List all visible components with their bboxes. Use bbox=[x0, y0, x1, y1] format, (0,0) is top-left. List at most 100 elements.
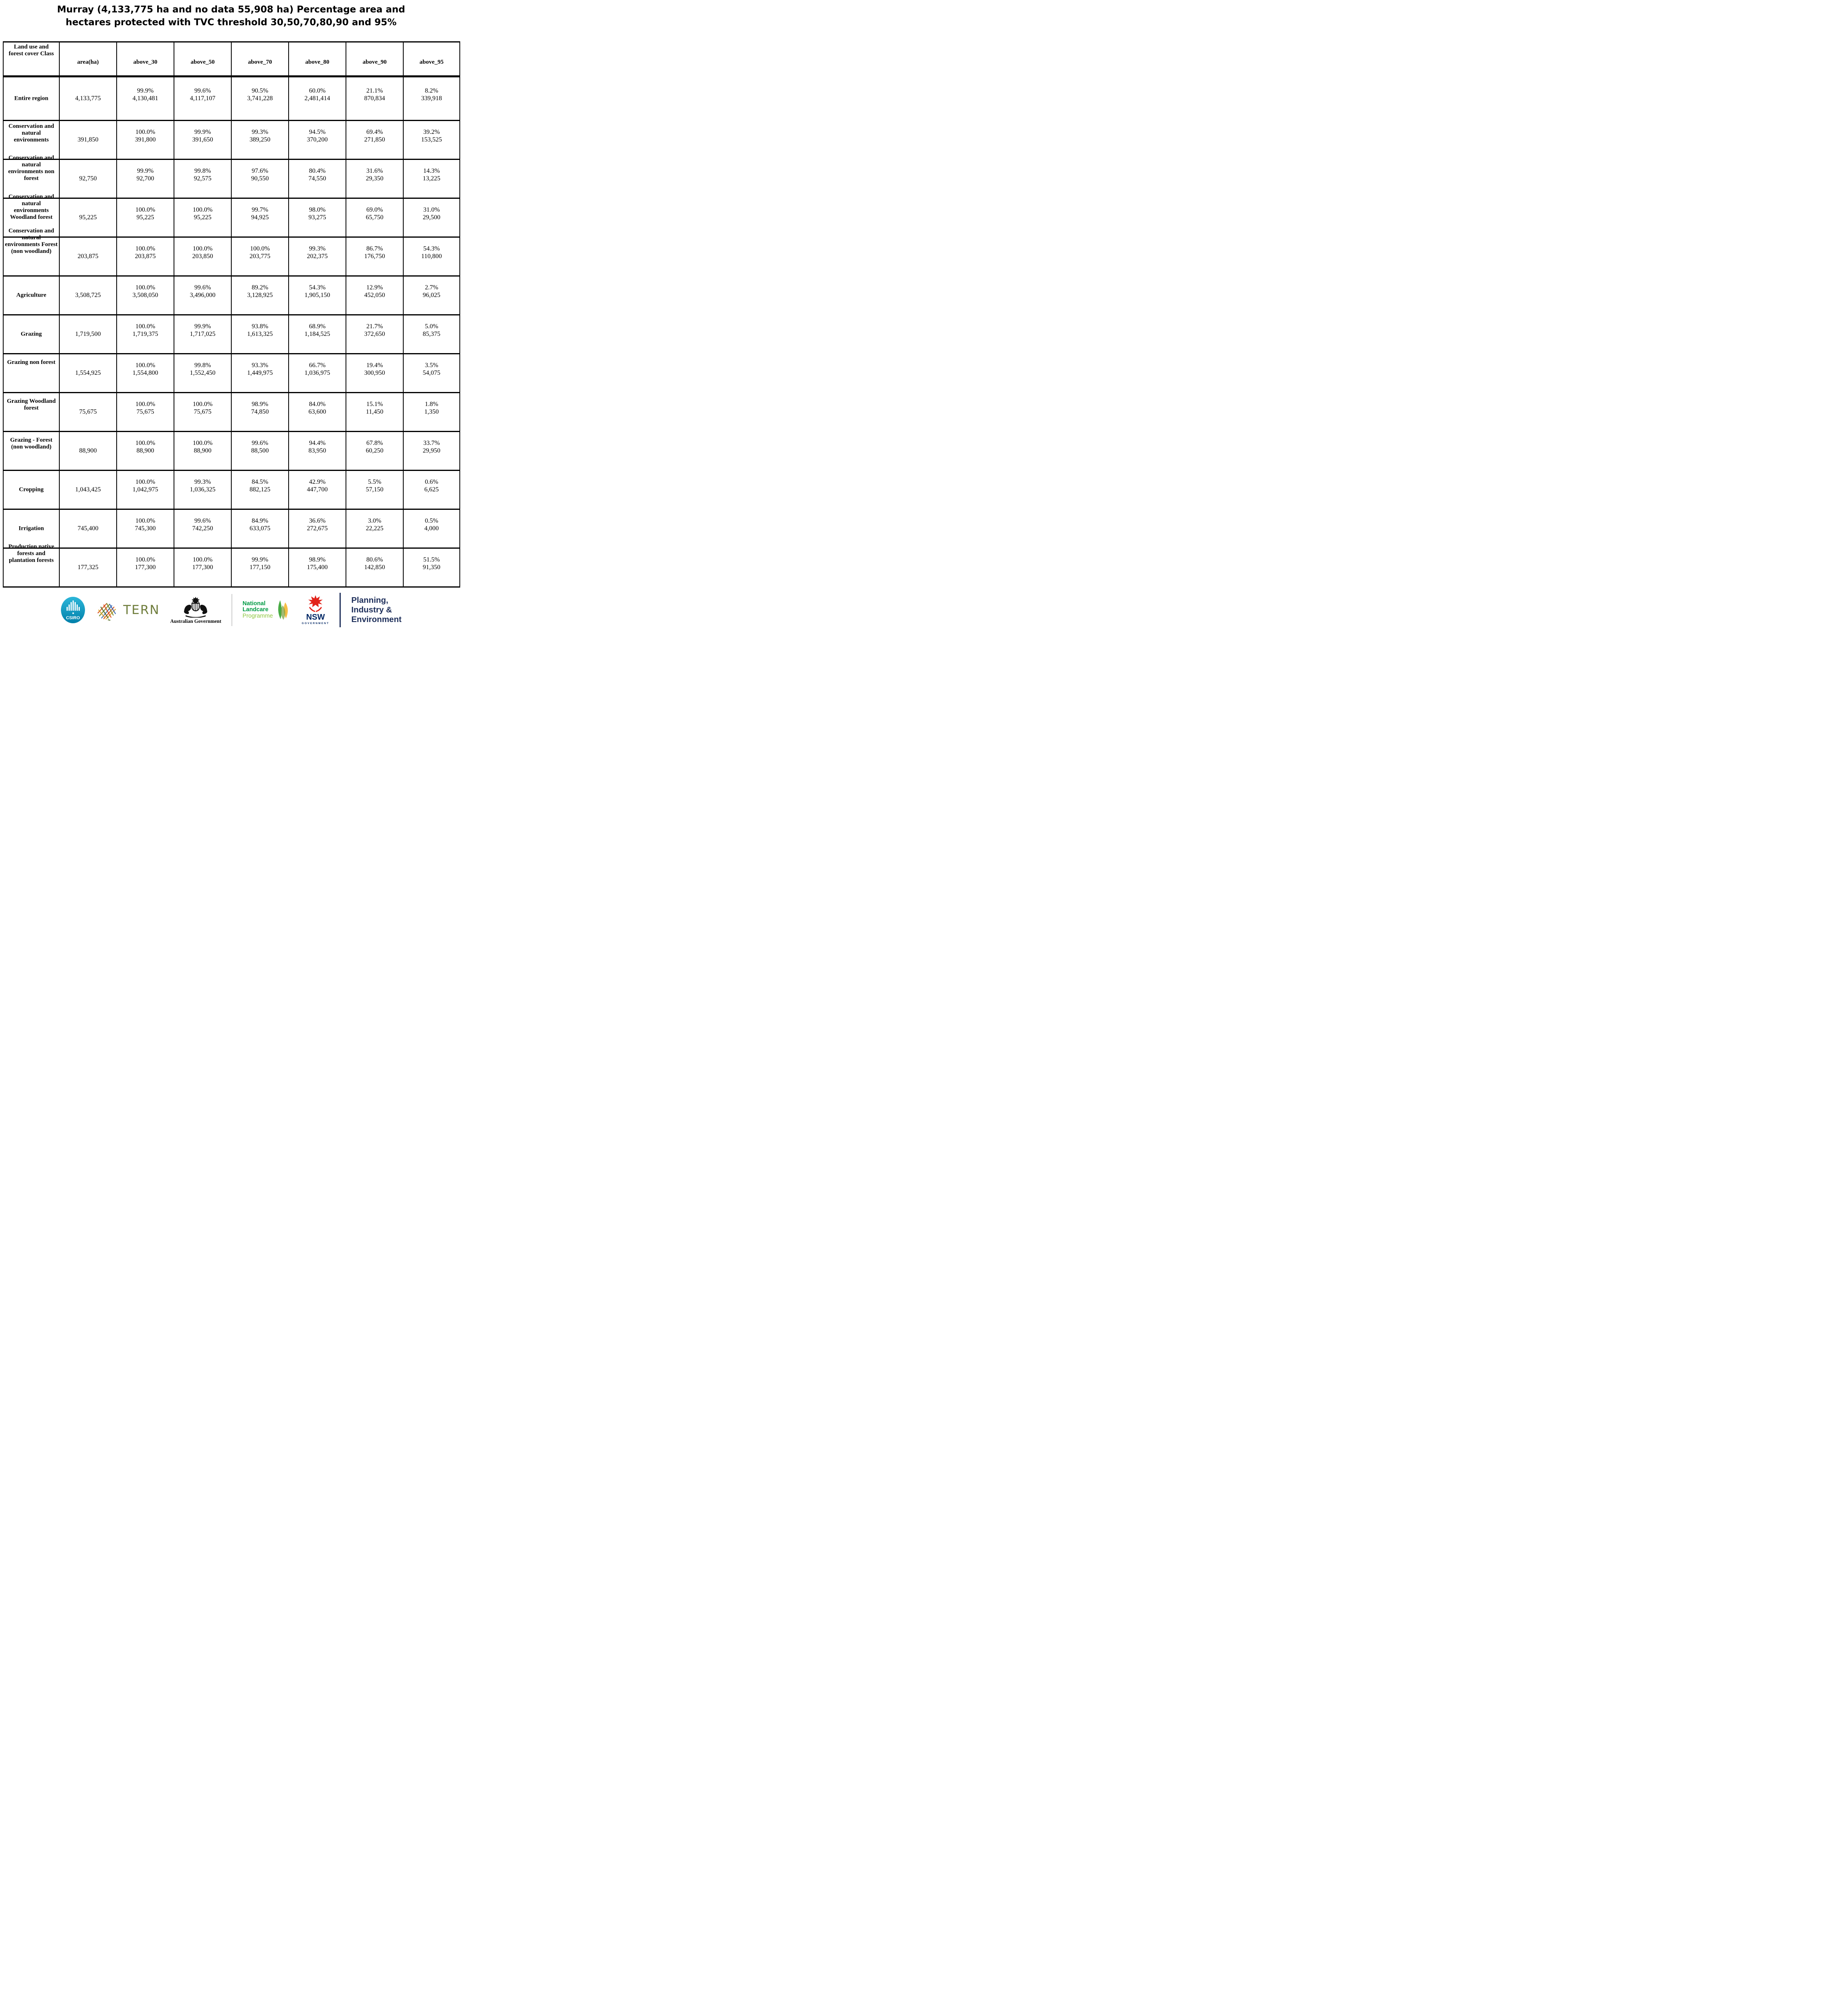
percent-value: 99.7% bbox=[251, 206, 269, 213]
percent-value: 99.6% bbox=[251, 439, 269, 446]
percent-value: 21.1% bbox=[366, 87, 383, 94]
value-block: 99.9% 391,650 bbox=[174, 117, 231, 155]
hectares-value: 22,225 bbox=[366, 525, 384, 532]
value-cell: 0.6% 6,625 bbox=[403, 470, 460, 510]
percent-value: 100.0% bbox=[135, 245, 156, 252]
value-block: 98.0% 93,275 bbox=[289, 195, 346, 232]
value-block: 54.3% 1,905,150 bbox=[289, 273, 346, 310]
value-cell: 99.9% 4,130,481 bbox=[116, 76, 174, 121]
area-cell: 1,043,425 bbox=[59, 470, 117, 510]
australian-government-label: Australian Government bbox=[170, 618, 222, 624]
hectares-value: 153,525 bbox=[421, 136, 442, 143]
value-block: 93.8% 1,613,325 bbox=[232, 311, 288, 349]
hectares-value: 2,481,414 bbox=[304, 95, 330, 102]
hectares-value: 203,875 bbox=[135, 253, 156, 260]
value-cell: 100.0% 391,800 bbox=[116, 120, 174, 160]
value-block: 51.5% 91,350 bbox=[404, 545, 459, 582]
value-cell: 68.9% 1,184,525 bbox=[288, 314, 346, 354]
page-title-line2: hectares protected with TVC threshold 30… bbox=[65, 17, 397, 28]
value-block: 69.4% 271,850 bbox=[346, 117, 403, 155]
value-block: 3.5% 54,075 bbox=[404, 350, 459, 388]
value-block: 84.5% 882,125 bbox=[232, 467, 288, 505]
value-block: 15.1% 11,450 bbox=[346, 389, 403, 427]
value-block: 100.0% 75,675 bbox=[117, 389, 174, 427]
hectares-value: 6,625 bbox=[424, 486, 439, 493]
value-cell: 100.0% 88,900 bbox=[174, 431, 232, 471]
divider bbox=[340, 593, 341, 627]
page-title-line1: Murray (4,133,775 ha and no data 55,908 … bbox=[57, 4, 405, 15]
hectares-value: 1,552,450 bbox=[190, 370, 216, 376]
value-block: 1.8% 1,350 bbox=[404, 389, 459, 427]
hectares-value: 882,125 bbox=[249, 486, 271, 493]
percent-value: 99.3% bbox=[251, 128, 269, 135]
hectares-value: 372,650 bbox=[364, 331, 385, 337]
percent-value: 33.7% bbox=[423, 439, 440, 446]
row-label: Grazing bbox=[20, 331, 42, 337]
value-cell: 0.5% 4,000 bbox=[403, 509, 460, 549]
hectares-value: 75,675 bbox=[136, 408, 154, 415]
percent-value: 19.4% bbox=[366, 362, 383, 369]
row-label-cell: Conservation and natural environments no… bbox=[3, 155, 60, 199]
value-cell: 100.0% 75,675 bbox=[116, 392, 174, 432]
table-row: Production native forests and plantation… bbox=[3, 543, 460, 588]
column-header-above-70: above_70 bbox=[231, 41, 289, 77]
value-block: 80.4% 74,550 bbox=[289, 156, 346, 194]
value-cell: 31.0% 29,500 bbox=[403, 198, 460, 238]
nsw-label: NSW bbox=[306, 613, 325, 622]
area-cell: 203,875 bbox=[59, 236, 117, 277]
value-cell: 100.0% 177,300 bbox=[174, 547, 232, 588]
percent-value: 51.5% bbox=[423, 556, 440, 563]
hectares-value: 175,400 bbox=[307, 564, 328, 571]
value-block: 3.0% 22,225 bbox=[346, 506, 403, 543]
value-cell: 80.4% 74,550 bbox=[288, 159, 346, 199]
row-label: Conservation and natural environments no… bbox=[8, 155, 55, 182]
hectares-value: 4,130,481 bbox=[132, 95, 158, 102]
value-cell: 12.9% 452,050 bbox=[346, 275, 404, 315]
hectares-value: 203,850 bbox=[192, 253, 213, 260]
percent-value: 100.0% bbox=[192, 245, 213, 252]
percent-value: 99.9% bbox=[194, 128, 211, 135]
hectares-value: 391,800 bbox=[135, 136, 156, 143]
percent-value: 54.3% bbox=[309, 284, 326, 291]
value-block: 99.6% 742,250 bbox=[174, 506, 231, 543]
landcare-leaf-icon bbox=[278, 600, 288, 620]
value-cell: 100.0% 95,225 bbox=[174, 198, 232, 238]
table-row: Grazing - Forest (non woodland) 88,900 100… bbox=[3, 431, 460, 471]
value-cell: 80.6% 142,850 bbox=[346, 547, 404, 588]
percent-value: 12.9% bbox=[366, 284, 383, 291]
hectares-value: 1,613,325 bbox=[247, 331, 273, 337]
hectares-value: 3,508,050 bbox=[132, 292, 158, 299]
column-header-above-95: above_95 bbox=[403, 41, 460, 77]
area-cell: 3,508,725 bbox=[59, 275, 117, 315]
row-label: Cropping bbox=[19, 486, 44, 493]
row-label: Conservation and natural environments Fo… bbox=[5, 228, 58, 255]
column-header-above-80: above_80 bbox=[288, 41, 346, 77]
hectares-value: 391,650 bbox=[192, 136, 213, 143]
hectares-value: 3,496,000 bbox=[190, 292, 216, 299]
percent-value: 100.0% bbox=[192, 439, 213, 446]
value-cell: 99.6% 3,496,000 bbox=[174, 275, 232, 315]
percent-value: 0.6% bbox=[425, 478, 439, 485]
value-cell: 69.0% 65,750 bbox=[346, 198, 404, 238]
value-block: 86.7% 176,750 bbox=[346, 234, 403, 271]
hectares-value: 452,050 bbox=[364, 292, 385, 299]
percent-value: 80.4% bbox=[309, 167, 326, 174]
hectares-value: 11,450 bbox=[366, 408, 384, 415]
value-cell: 100.0% 177,300 bbox=[116, 547, 174, 588]
hectares-value: 1,350 bbox=[424, 408, 439, 415]
hectares-value: 63,600 bbox=[308, 408, 326, 415]
value-cell: 99.6% 4,117,107 bbox=[174, 76, 232, 121]
percent-value: 69.0% bbox=[366, 206, 383, 213]
value-cell: 99.8% 1,552,450 bbox=[174, 353, 232, 393]
value-block: 5.0% 85,375 bbox=[404, 311, 459, 349]
percent-value: 99.6% bbox=[194, 87, 211, 94]
percent-value: 21.7% bbox=[366, 323, 383, 330]
percent-value: 39.2% bbox=[423, 128, 440, 135]
value-cell: 54.3% 110,800 bbox=[403, 236, 460, 277]
table-row: Cropping 1,043,425 100.0% 1,042,975 99.3% 1,0… bbox=[3, 470, 460, 510]
area-value: 3,508,725 bbox=[75, 292, 101, 299]
value-cell: 100.0% 203,775 bbox=[231, 236, 289, 277]
value-cell: 99.9% 177,150 bbox=[231, 547, 289, 588]
row-label: Grazing - Forest (non woodland) bbox=[10, 437, 53, 450]
row-label: Conservation and natural environments bbox=[8, 123, 54, 143]
